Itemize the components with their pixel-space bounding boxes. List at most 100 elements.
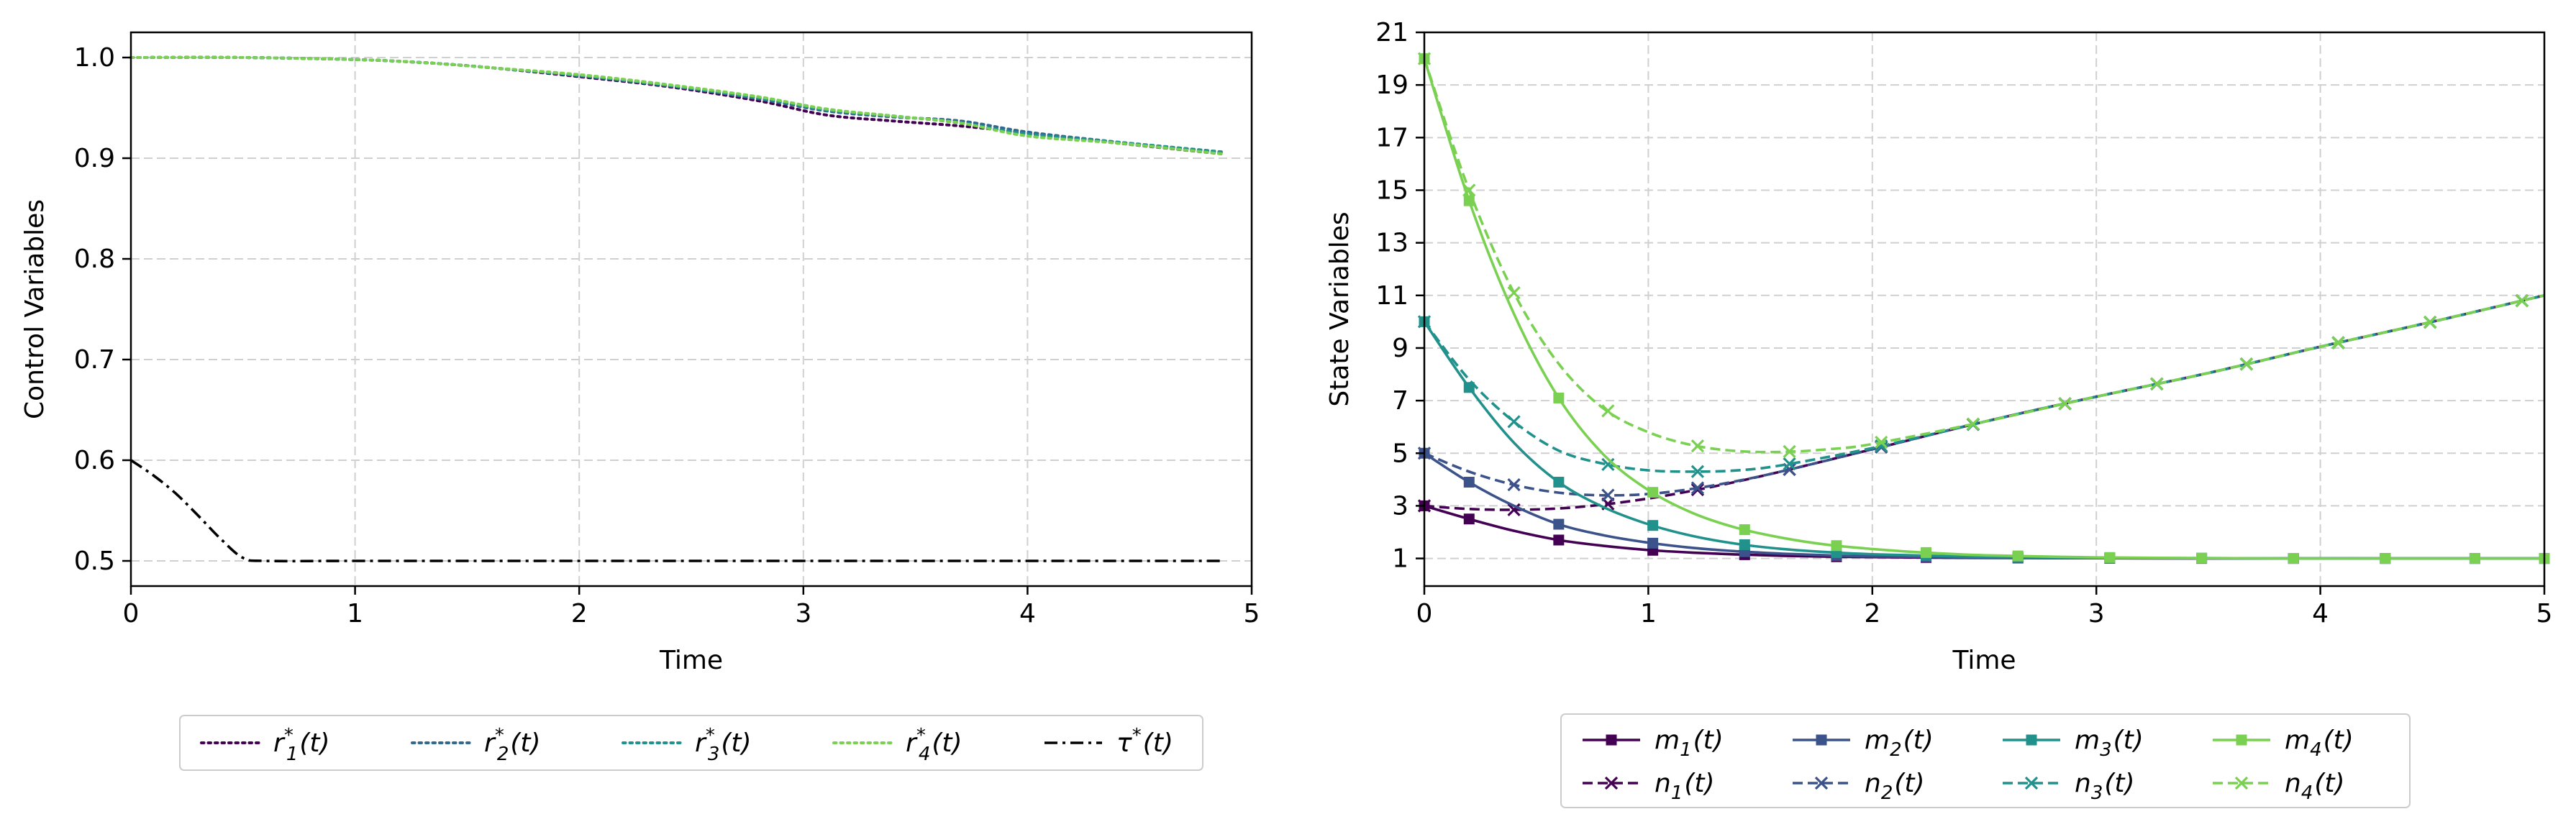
control-legend: r* 1(t) r* 2(t) r* 3(t) r* 4(t) τ*(t): [179, 715, 1203, 771]
legend-label-part: m: [2075, 726, 2100, 755]
legend-label-part: *: [284, 725, 293, 746]
data-point-n4(t): [1875, 435, 1888, 449]
legend-label-part: 2: [1890, 739, 1902, 761]
marker-stroke: [1601, 457, 1615, 471]
marker-stroke: [2234, 776, 2249, 790]
series-line-n4(t): [1423, 58, 2545, 454]
marker-stroke: [2024, 776, 2039, 790]
y-tick-label: 0.7: [74, 345, 115, 375]
data-point-m2(t): [1647, 537, 1659, 549]
legend-label-part: (t): [721, 728, 751, 758]
marker-stroke: [1690, 483, 1705, 497]
data-point-n3(t): [1690, 465, 1705, 478]
marker-stroke: [2239, 357, 2253, 371]
y-tick-label: 0.9: [74, 144, 115, 173]
marker-stroke: [1783, 457, 1796, 471]
legend-marker: [1816, 734, 1827, 746]
data-point-n4(t): [2423, 315, 2437, 329]
x-tick-label: 3: [2088, 599, 2105, 628]
legend-label-part: n: [2075, 769, 2091, 798]
marker-stroke: [2515, 293, 2529, 308]
legend-item-m2(t): m2(t): [1793, 726, 1934, 761]
legend-label-part: n: [1655, 769, 1671, 798]
legend-item-m4(t): m4(t): [2213, 726, 2354, 761]
legend-label: m2(t): [1865, 726, 1934, 761]
legend-item-n3(t): n3(t): [2003, 769, 2135, 804]
marker-stroke: [1690, 439, 1705, 453]
legend-label: r* 4(t): [906, 725, 962, 765]
marker-stroke: [1462, 183, 1476, 197]
state-plot-frame: [1423, 31, 2546, 588]
marker-stroke: [1875, 435, 1888, 449]
x-tick-label: 2: [1864, 599, 1880, 628]
x-tick-label: 0: [123, 599, 140, 628]
state-y-axis-label: State Variables: [1325, 211, 1355, 406]
legend-label: m1(t): [1655, 726, 1724, 761]
state-x-axis-label: Time: [1952, 646, 2016, 675]
legend-label-part: (t): [1903, 726, 1934, 755]
data-point-n4(t): [1601, 404, 1615, 418]
marker-stroke: [1783, 462, 1796, 477]
legend-item-r3*(t): r* 3(t): [622, 725, 752, 765]
marker-stroke: [1604, 776, 1619, 790]
legend-label-part: (t): [932, 728, 962, 758]
legend-item-r1*(t): r* 1(t): [200, 725, 330, 765]
legend-label: m3(t): [2075, 726, 2144, 761]
data-point-n2(t): [1690, 481, 1705, 495]
legend-label-part: r: [906, 728, 918, 758]
marker-stroke: [2150, 377, 2164, 390]
data-point-n4(t): [1966, 417, 1980, 431]
data-point-n1(t): [1690, 483, 1705, 497]
legend-box: [179, 715, 1203, 771]
control-y-axis-label: Control Variables: [20, 199, 50, 419]
legend-label-part: (t): [2324, 726, 2354, 755]
data-point-m2(t): [1463, 477, 1475, 488]
data-point-m1(t): [1553, 534, 1565, 546]
data-point-n4(t): [1690, 439, 1705, 453]
legend-label-part: (t): [1684, 769, 1714, 798]
marker-stroke: [1601, 488, 1615, 502]
legend-item-m1(t): m1(t): [1583, 726, 1724, 761]
data-point-m4(t): [2104, 552, 2116, 563]
legend-item-n2(t): n2(t): [1793, 769, 1925, 804]
control-ticks: 0 1 2 3 4 5 0.5 0.6 0.7 0.8 0.9 1.0: [74, 43, 1260, 628]
legend-label-part: *: [1132, 725, 1142, 746]
legend-label-part: 1: [286, 744, 299, 765]
legend-item-r2*(t): r* 2(t): [411, 725, 541, 765]
data-point-n2(t): [1783, 462, 1796, 477]
data-point-m3(t): [1553, 477, 1565, 488]
marker-stroke: [1966, 417, 1980, 431]
data-point-m4(t): [1921, 547, 1932, 558]
data-point-n2(t): [1507, 478, 1521, 492]
legend-box: [1560, 713, 2411, 808]
legend-label-part: m: [2285, 726, 2310, 755]
marker-stroke: [2423, 315, 2437, 329]
legend-label-part: (t): [1143, 728, 1173, 758]
data-point-m4(t): [1553, 392, 1565, 403]
legend-label-part: (t): [1693, 726, 1724, 755]
data-point-n3(t): [1601, 457, 1615, 471]
legend-label-part: 3: [2091, 782, 2103, 804]
legend-label-part: (t): [510, 728, 540, 758]
legend-label-part: τ: [1116, 728, 1132, 758]
legend-item-r4*(t): r* 4(t): [832, 725, 962, 765]
marker-stroke: [2058, 397, 2072, 411]
data-point-m4(t): [2196, 552, 2208, 564]
y-tick-label: 17: [1375, 123, 1408, 152]
legend-item-τ*(t): τ*(t): [1044, 725, 1173, 758]
y-tick-label: 19: [1375, 70, 1408, 100]
data-point-m4(t): [2380, 553, 2391, 564]
legend-label-part: (t): [1894, 769, 1924, 798]
data-point-m4(t): [1831, 540, 1842, 552]
x-tick-label: 4: [2312, 599, 2329, 628]
legend-label-part: (t): [2104, 769, 2134, 798]
y-tick-label: 15: [1375, 175, 1408, 205]
marker-stroke: [2331, 336, 2345, 349]
data-point-n4(t): [2150, 377, 2164, 390]
legend-label-part: r: [695, 728, 707, 758]
data-point-n1(t): [1507, 503, 1521, 517]
series-line-r4*(t): [129, 55, 1226, 156]
legend-marker: [2234, 776, 2249, 790]
legend-marker: [2024, 776, 2039, 790]
